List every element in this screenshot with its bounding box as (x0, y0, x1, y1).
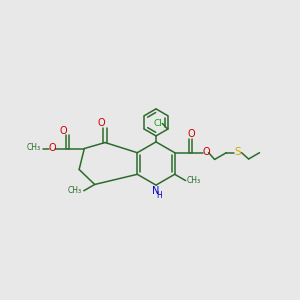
Text: CH₃: CH₃ (68, 186, 82, 195)
Text: O: O (48, 143, 56, 153)
Text: O: O (59, 125, 67, 136)
Text: S: S (234, 147, 241, 157)
Text: H: H (157, 190, 163, 200)
Text: O: O (202, 147, 210, 158)
Text: O: O (188, 129, 196, 140)
Text: N: N (152, 186, 160, 196)
Text: O: O (97, 118, 105, 128)
Text: CH₃: CH₃ (187, 176, 201, 185)
Text: CH₃: CH₃ (27, 143, 41, 152)
Text: Cl: Cl (153, 119, 162, 128)
